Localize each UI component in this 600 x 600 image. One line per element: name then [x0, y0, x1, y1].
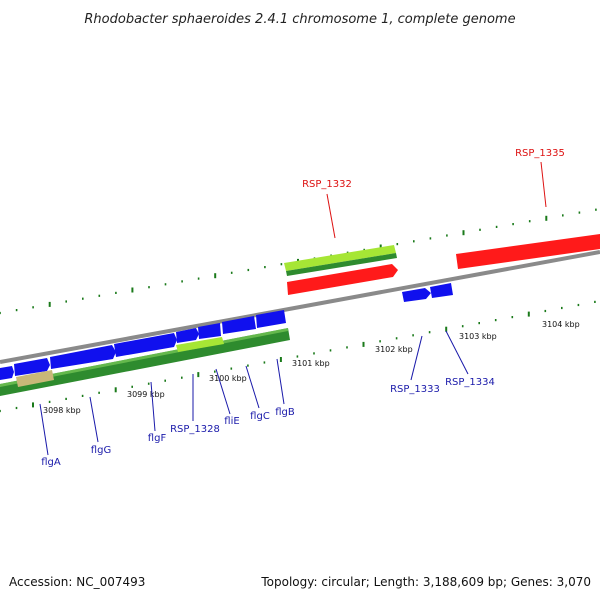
- gene-feature-flga-tan[interactable]: [16, 370, 54, 387]
- map-title: Rhodobacter sphaeroides 2.4.1 chromosome…: [84, 12, 515, 27]
- gene-feature-rsp1332-dark[interactable]: [286, 253, 397, 276]
- gene-feature-rsp1332-light[interactable]: [284, 245, 396, 271]
- gene-feature-rsp1333[interactable]: [402, 288, 431, 302]
- gene-label-flgf[interactable]: flgF: [148, 433, 167, 444]
- gene-feature-rsp1332-red[interactable]: [287, 264, 398, 295]
- kbp-label-3102: 3102 kbp: [375, 345, 413, 354]
- gene-label-rsp1335[interactable]: RSP_1335: [515, 148, 565, 159]
- kbp-label-3099: 3099 kbp: [127, 390, 165, 399]
- gene-label-flgc[interactable]: flgC: [250, 411, 270, 422]
- kbp-label-3098: 3098 kbp: [43, 406, 81, 415]
- gene-label-flgb[interactable]: flgB: [275, 407, 295, 418]
- gene-label-rsp1333[interactable]: RSP_1333: [390, 384, 440, 395]
- gene-feature-rsp1328-light[interactable]: [176, 337, 224, 352]
- gene-feature-rsp1334[interactable]: [430, 283, 453, 298]
- gene-label-flie[interactable]: fliE: [224, 416, 239, 427]
- gene-feature-rsp1335[interactable]: [456, 234, 600, 269]
- genome-summary-text: Topology: circular; Length: 3,188,609 bp…: [260, 575, 591, 589]
- gene-leader-lines: [39, 161, 547, 456]
- gene-label-rsp1328[interactable]: RSP_1328: [170, 424, 220, 435]
- inner-tick-ring: [0, 300, 596, 413]
- accession-text: Accession: NC_007493: [9, 575, 145, 589]
- gene-label-rsp1332[interactable]: RSP_1332: [302, 179, 352, 190]
- kbp-label-3104: 3104 kbp: [542, 320, 580, 329]
- gene-label-flgg[interactable]: flgG: [91, 445, 111, 456]
- kbp-label-3100: 3100 kbp: [209, 374, 247, 383]
- kbp-label-3103: 3103 kbp: [459, 332, 497, 341]
- kbp-label-3101: 3101 kbp: [292, 359, 330, 368]
- gene-label-flga[interactable]: flgA: [41, 457, 61, 468]
- gene-label-rsp1334[interactable]: RSP_1334: [445, 377, 495, 388]
- gene-feature-blue-row[interactable]: [0, 310, 286, 380]
- chromosome-backbone: [0, 250, 600, 364]
